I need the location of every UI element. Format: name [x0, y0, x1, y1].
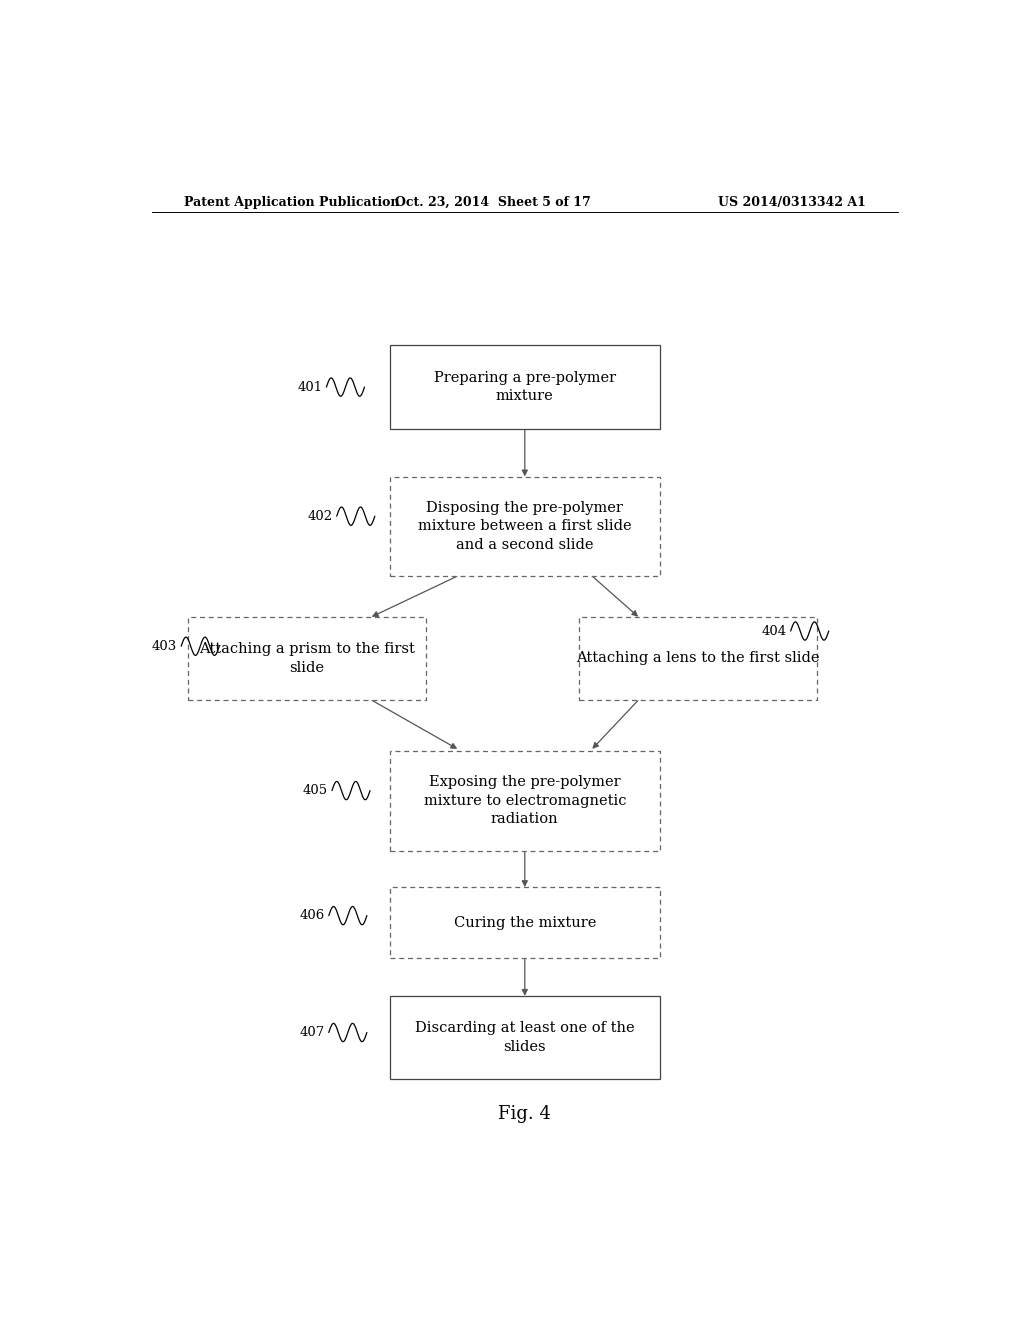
Text: Attaching a prism to the first
slide: Attaching a prism to the first slide [199, 643, 415, 675]
Text: 406: 406 [300, 909, 325, 923]
Text: 401: 401 [297, 380, 323, 393]
Text: 403: 403 [152, 640, 177, 653]
Text: 407: 407 [300, 1026, 325, 1039]
Bar [390, 751, 659, 850]
Text: Disposing the pre-polymer
mixture between a first slide
and a second slide: Disposing the pre-polymer mixture betwee… [418, 500, 632, 552]
Text: Attaching a lens to the first slide: Attaching a lens to the first slide [577, 652, 819, 665]
Bar [187, 616, 426, 700]
Bar [390, 887, 659, 958]
Text: Exposing the pre-polymer
mixture to electromagnetic
radiation: Exposing the pre-polymer mixture to elec… [424, 775, 626, 826]
Text: US 2014/0313342 A1: US 2014/0313342 A1 [718, 195, 866, 209]
Text: 402: 402 [307, 510, 333, 523]
Text: Oct. 23, 2014  Sheet 5 of 17: Oct. 23, 2014 Sheet 5 of 17 [395, 195, 591, 209]
Text: 405: 405 [303, 784, 328, 797]
Text: Discarding at least one of the
slides: Discarding at least one of the slides [415, 1022, 635, 1053]
Bar [390, 346, 659, 429]
Bar [390, 477, 659, 576]
Text: Patent Application Publication: Patent Application Publication [183, 195, 399, 209]
Bar [390, 995, 659, 1080]
Text: Fig. 4: Fig. 4 [499, 1105, 551, 1123]
Text: Curing the mixture: Curing the mixture [454, 916, 596, 929]
Bar [579, 616, 817, 700]
Text: 404: 404 [762, 624, 786, 638]
Text: Preparing a pre-polymer
mixture: Preparing a pre-polymer mixture [434, 371, 615, 404]
